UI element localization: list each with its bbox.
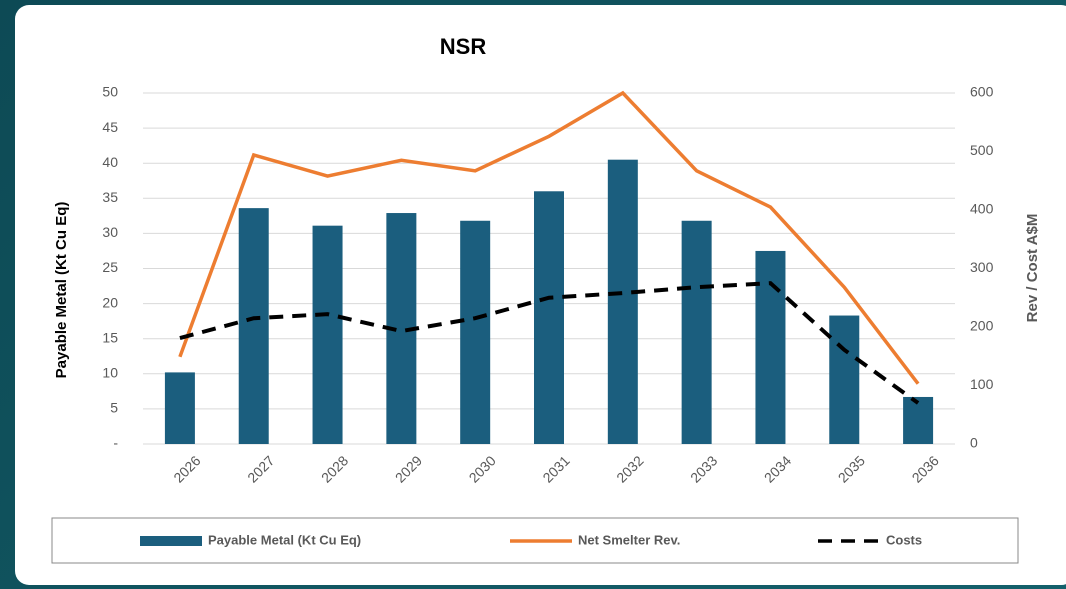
y2-tick-label: 400: [970, 201, 994, 217]
y-tick-label: 45: [102, 119, 118, 135]
y-tick-label: 25: [102, 259, 118, 275]
bar: [312, 225, 343, 444]
bar: [903, 396, 934, 444]
bar: [534, 191, 564, 444]
bar: [607, 159, 638, 444]
legend-box: [51, 517, 1019, 564]
y-tick-label: 10: [102, 365, 118, 381]
legend-label: Costs: [886, 532, 922, 547]
chart-title: NSR: [440, 34, 487, 59]
legend-label: Net Smelter Rev.: [578, 532, 680, 547]
y-tick-label: 50: [102, 84, 118, 100]
line: [179, 281, 920, 405]
y-tick-label: 35: [102, 189, 118, 205]
y2-tick-label: 100: [970, 376, 994, 392]
y2-tick-label: 0: [970, 435, 978, 451]
y-tick-label: 40: [102, 154, 118, 170]
y2-tick-label: 500: [970, 142, 994, 158]
y2-tick-label: 300: [970, 259, 994, 275]
y-tick-label: 15: [102, 329, 118, 345]
y-axis-title: Payable Metal (Kt Cu Eq): [53, 202, 70, 379]
y-tick-label: -: [113, 435, 118, 451]
y2-tick-label: 200: [970, 318, 994, 334]
bar: [238, 208, 269, 444]
legend-swatch: [140, 536, 202, 546]
bar: [681, 220, 712, 444]
y-tick-label: 5: [110, 400, 118, 416]
y2-tick-label: 600: [970, 84, 994, 100]
bar: [755, 250, 786, 444]
line: [178, 90, 920, 385]
y-tick-label: 20: [102, 294, 118, 310]
bar: [460, 220, 491, 444]
y-tick-label: 30: [102, 224, 118, 240]
legend-label: Payable Metal (Kt Cu Eq): [208, 532, 361, 547]
y2-axis-title: Rev / Cost A$M: [1024, 214, 1041, 323]
bar: [829, 315, 860, 444]
bar: [164, 372, 195, 444]
